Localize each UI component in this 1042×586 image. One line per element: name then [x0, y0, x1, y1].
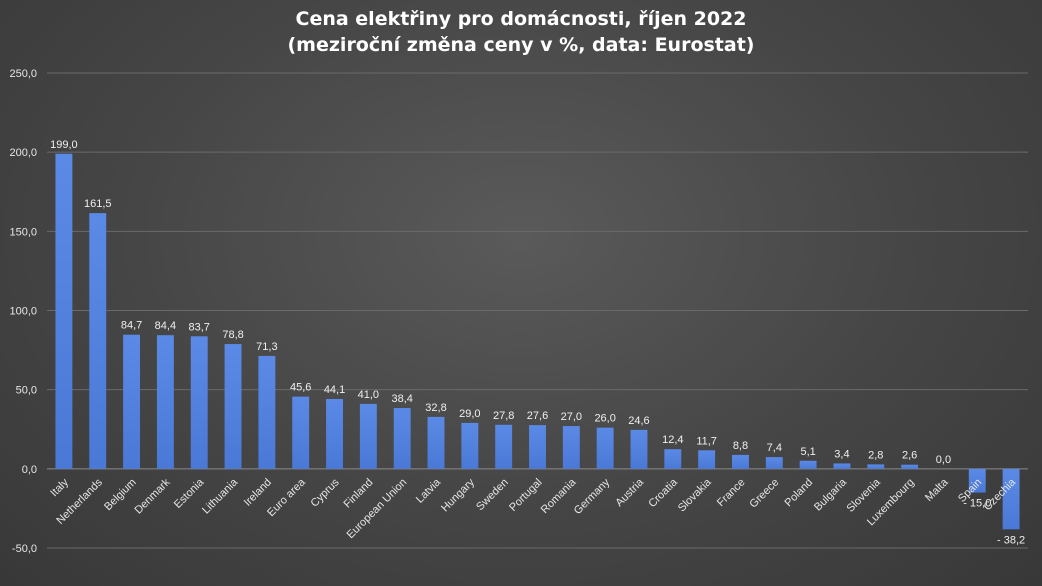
category-label: Poland — [783, 476, 816, 509]
data-label: 32,8 — [425, 402, 446, 414]
data-label: 5,1 — [800, 446, 815, 458]
data-label: 41,0 — [358, 389, 379, 401]
data-label: 7,4 — [767, 442, 782, 454]
bar-denmark — [156, 335, 174, 469]
bar-cyprus — [326, 399, 343, 469]
bar-euro-area — [292, 396, 310, 469]
data-label: 27,6 — [527, 410, 548, 422]
chart-subtitle: (meziroční změna ceny v %, data: Eurosta… — [287, 34, 755, 56]
category-label: Germany — [572, 476, 613, 517]
y-axis-ticks: 250,0 200,0 150,0 100,0 50,0 0,0 -50,0 — [9, 68, 37, 555]
chart-title-block: Cena elektřiny pro domácnosti, říjen 202… — [0, 6, 1042, 58]
y-tick-label: 50,0 — [16, 385, 37, 397]
data-label: 12,4 — [662, 434, 683, 446]
bar-slovakia — [698, 450, 716, 469]
bar-spain — [968, 468, 986, 493]
bar-finland — [359, 403, 377, 469]
category-label: Austria — [613, 476, 646, 509]
bar-czechia — [1002, 468, 1020, 530]
category-label: Hungary — [439, 476, 477, 514]
category-label: Cyprus — [309, 476, 342, 509]
category-label: Croatia — [646, 476, 680, 510]
data-label: 44,1 — [324, 384, 345, 396]
category-label: Greece — [747, 476, 781, 510]
data-label: 24,6 — [628, 415, 649, 427]
category-label: Denmark — [132, 476, 172, 516]
data-label: 2,6 — [902, 450, 917, 462]
category-label: Ireland — [242, 476, 274, 508]
y-tick-label: 100,0 — [9, 306, 37, 318]
data-label: 0,0 — [936, 454, 951, 466]
bar-bulgaria — [833, 463, 851, 469]
bar-lithuania — [224, 344, 242, 469]
bar-poland — [799, 460, 817, 469]
data-label: 83,7 — [189, 321, 210, 333]
data-label: - 38,2 — [997, 534, 1025, 546]
data-label: 29,0 — [459, 408, 480, 420]
data-label: 2,8 — [868, 449, 883, 461]
data-label: 78,8 — [222, 329, 243, 341]
data-label: 71,3 — [256, 341, 277, 353]
bar-germany — [596, 427, 614, 469]
data-label: 3,4 — [834, 448, 849, 460]
category-label: Bulgaria — [812, 476, 850, 514]
y-tick-label: -50,0 — [12, 543, 37, 555]
category-label: Italy — [48, 476, 71, 499]
bar-european-union — [393, 408, 411, 469]
bar-croatia — [664, 449, 682, 469]
data-label: - 15,0 — [963, 498, 991, 510]
data-label: 27,8 — [493, 410, 514, 422]
bar-hungary — [461, 422, 479, 469]
bar-latvia — [427, 416, 445, 469]
category-label: European Union — [345, 476, 410, 541]
data-label: 199,0 — [50, 139, 78, 151]
category-label: Sweden — [474, 476, 511, 513]
data-label: 8,8 — [733, 440, 748, 452]
bar-belgium — [123, 334, 141, 469]
bar-portugal — [529, 425, 546, 469]
bar-italy — [55, 153, 73, 469]
bar-netherlands — [89, 213, 107, 469]
category-label: Latvia — [414, 476, 444, 506]
bar-greece — [765, 457, 783, 469]
data-label: 161,5 — [84, 198, 112, 210]
category-label: Slovakia — [676, 476, 715, 515]
y-tick-label: 250,0 — [9, 68, 37, 80]
category-label: France — [715, 476, 748, 509]
category-label: Finland — [341, 476, 375, 510]
y-tick-label: 200,0 — [9, 147, 37, 159]
data-label: 11,7 — [696, 435, 717, 447]
bar-ireland — [258, 355, 276, 469]
bar-france — [732, 454, 749, 469]
bar-slovenia — [867, 464, 885, 469]
bars — [55, 153, 1020, 530]
bar-austria — [630, 429, 648, 469]
data-labels: 199,0 161,5 84,7 84,4 83,7 78,8 71,3 45,6 44,1 41… — [50, 139, 1025, 547]
y-tick-label: 0,0 — [22, 464, 37, 476]
bar-estonia — [190, 336, 208, 469]
data-label: 84,4 — [155, 320, 176, 332]
bar-romania — [562, 426, 580, 469]
category-label: Malta — [923, 476, 951, 504]
chart-title: Cena elektřiny pro domácnosti, říjen 202… — [295, 8, 747, 30]
data-label: 38,4 — [391, 393, 412, 405]
data-label: 26,0 — [594, 413, 615, 425]
bar-sweden — [495, 424, 513, 469]
data-label: 45,6 — [290, 382, 311, 394]
grid-lines — [47, 72, 1028, 549]
category-label: Lithuania — [200, 476, 241, 517]
data-label: 27,0 — [561, 411, 582, 423]
category-label: Euro area — [265, 476, 308, 519]
y-tick-label: 150,0 — [9, 226, 37, 238]
bar-luxembourg — [901, 464, 919, 469]
data-label: 84,7 — [121, 320, 142, 332]
